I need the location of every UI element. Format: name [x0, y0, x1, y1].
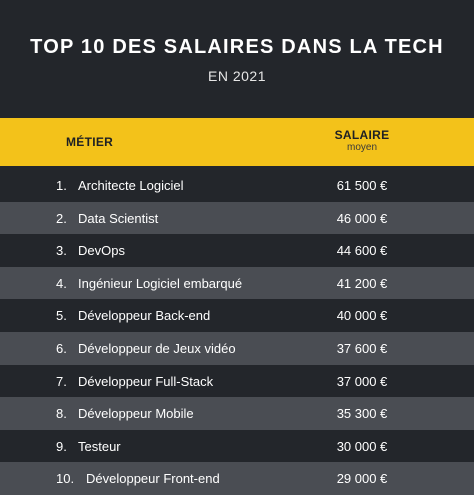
salary-table: 1. Architecte Logiciel 61 500 € 2. Data … [0, 169, 474, 495]
column-header-salaire-sub: moyen [346, 142, 377, 153]
row-job: Développeur Back-end [78, 308, 211, 324]
table-row: 10. Développeur Front-end 29 000 € [0, 462, 474, 495]
row-salary: 37 000 € [336, 373, 388, 389]
row-salary: 30 000 € [336, 438, 388, 454]
page-subtitle: EN 2021 [208, 68, 266, 84]
row-rank: 5. [56, 308, 67, 324]
row-job: Ingénieur Logiciel embarqué [78, 275, 243, 291]
table-row: 7. Développeur Full-Stack 37 000 € [0, 365, 474, 398]
row-job: Développeur Front-end [86, 471, 220, 487]
row-salary: 35 300 € [336, 406, 388, 422]
table-row: 6. Développeur de Jeux vidéo 37 600 € [0, 331, 474, 365]
row-rank: 2. [56, 210, 67, 226]
row-rank: 4. [56, 275, 67, 291]
row-job: Testeur [78, 438, 121, 454]
column-header-salaire: SALAIRE moyen [320, 128, 404, 154]
row-rank: 9. [56, 438, 67, 454]
row-job: Data Scientist [78, 210, 159, 226]
row-salary: 46 000 € [336, 210, 388, 226]
row-salary: 40 000 € [336, 308, 388, 324]
table-row: 1. Architecte Logiciel 61 500 € [0, 169, 474, 202]
table-row: 2. Data Scientist 46 000 € [0, 201, 474, 235]
row-job: Développeur Mobile [78, 406, 194, 422]
row-rank: 8. [56, 406, 67, 422]
row-salary: 29 000 € [336, 471, 388, 487]
table-row: 8. Développeur Mobile 35 300 € [0, 397, 474, 430]
row-rank: 6. [56, 340, 67, 356]
table-row: 9. Testeur 30 000 € [0, 430, 474, 463]
row-job: Développeur Full-Stack [78, 373, 214, 389]
table-header: MÉTIER SALAIRE moyen [0, 118, 474, 166]
table-row: 5. Développeur Back-end 40 000 € [0, 299, 474, 332]
row-salary: 41 200 € [336, 275, 388, 291]
row-salary: 61 500 € [336, 178, 388, 193]
page-title: TOP 10 DES SALAIRES DANS LA TECH [30, 36, 444, 58]
row-job: DevOps [78, 243, 125, 259]
table-row: 3. DevOps 44 600 € [0, 234, 474, 267]
row-job: Architecte Logiciel [78, 178, 184, 193]
column-header-metier: MÉTIER [66, 135, 114, 149]
row-rank: 1. [56, 178, 67, 193]
row-salary: 44 600 € [336, 243, 388, 259]
row-rank: 3. [56, 243, 67, 259]
table-row: 4. Ingénieur Logiciel embarqué 41 200 € [0, 266, 474, 300]
row-rank: 7. [56, 373, 67, 389]
column-header-salaire-label: SALAIRE [334, 128, 390, 142]
row-rank: 10. [56, 471, 75, 487]
row-salary: 37 600 € [336, 340, 388, 356]
row-job: Développeur de Jeux vidéo [78, 340, 236, 356]
